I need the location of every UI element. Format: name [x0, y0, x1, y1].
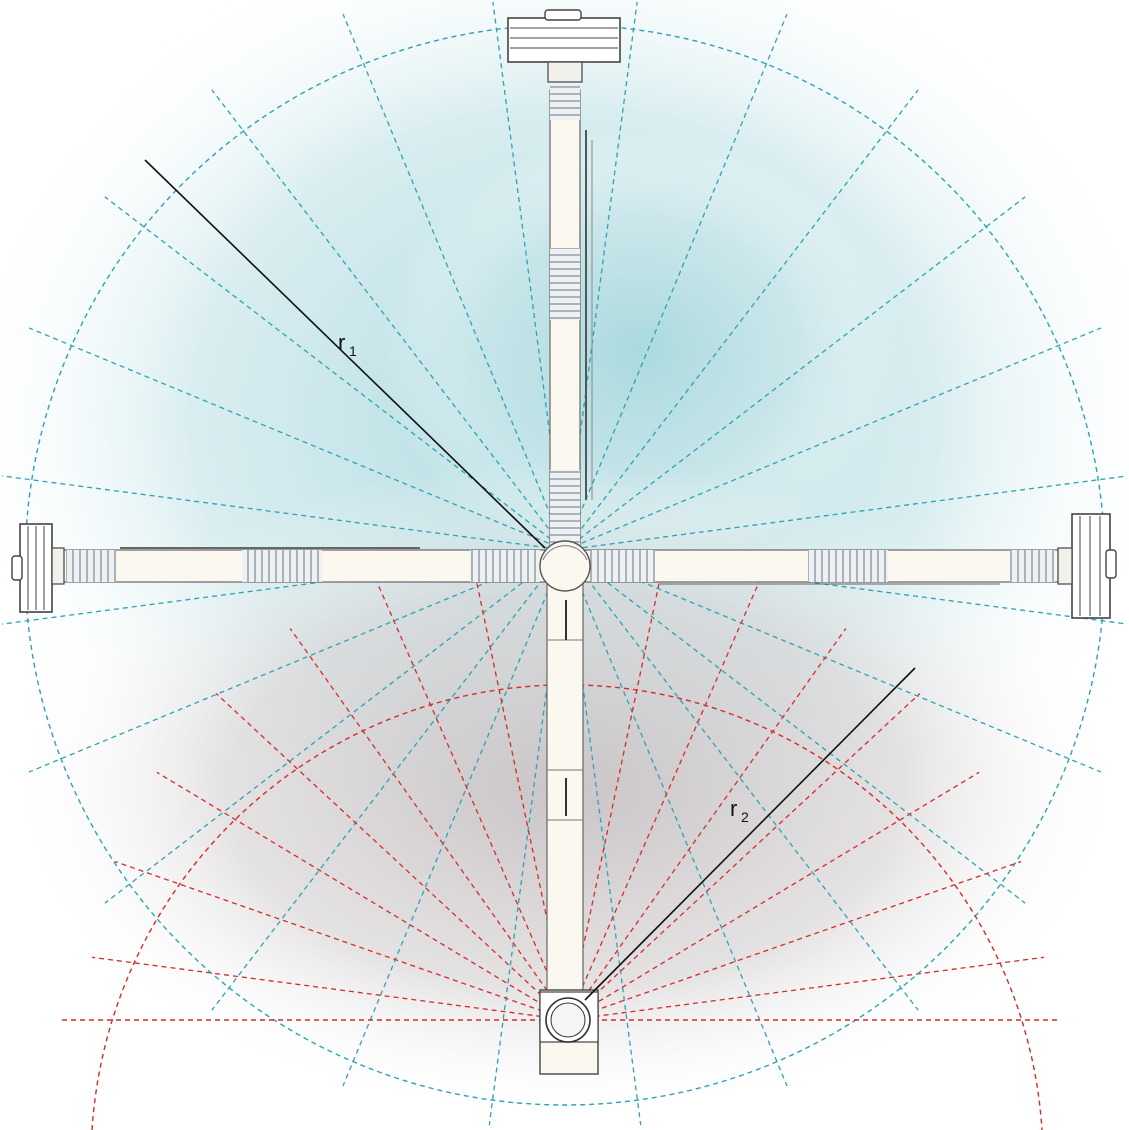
label-r2-main: r [730, 796, 737, 821]
fan-housing-icon [11, 523, 65, 613]
left-bellows-3 [470, 550, 540, 582]
red-dashed-ray [567, 549, 667, 1021]
cyan-dashed-ray [488, 549, 566, 1126]
cyan-dashed-ray [28, 327, 566, 551]
vertical-upper-arm [549, 82, 593, 551]
red-dashed-ray [289, 628, 569, 1021]
red-dashed-ray [92, 956, 569, 1021]
rotary-base-icon [539, 989, 599, 1075]
cyan-dashed-ray [564, 196, 1026, 551]
cyan-dashed-ray [28, 549, 566, 773]
radius-line-r2 [584, 667, 916, 1001]
red-dashed-ray [567, 579, 761, 1021]
red-dashed-ray [156, 771, 569, 1021]
label-r1: r 1 [338, 330, 357, 359]
blue-glow-core [380, 130, 900, 570]
right-bellows-2 [808, 550, 888, 582]
red-dashed-ray [375, 579, 569, 1021]
red-dashed-ray [567, 771, 980, 1021]
label-r1-main: r [338, 330, 345, 355]
left-bellows-2 [242, 550, 322, 582]
label-r2: r 2 [730, 796, 749, 825]
central-joint-icon [539, 540, 591, 592]
red-dashed-ray [567, 693, 921, 1021]
lower-reach-arc [91, 684, 1043, 1130]
cyan-dashed-ray [564, 549, 919, 1011]
red-dashed-ray [114, 860, 569, 1021]
label-r2-sub: 2 [741, 809, 749, 825]
cyan-dashed-ray [211, 89, 566, 551]
cyan-dashed-ray [211, 549, 566, 1011]
red-dashed-ray [469, 549, 569, 1021]
cyan-dashed-ray [564, 89, 919, 551]
lower-dashed-rays [92, 549, 1044, 1021]
cyan-dashed-ray [342, 549, 566, 1087]
cyan-dashed-ray [564, 475, 1128, 551]
cyan-dashed-ray [104, 196, 566, 551]
red-dashed-ray [567, 628, 847, 1021]
vertical-lower-arm [546, 581, 584, 993]
cyan-dashed-ray [342, 13, 566, 551]
cyan-dashed-ray [564, 549, 1102, 773]
red-dashed-ray [215, 693, 569, 1021]
radius-line-r1 [144, 159, 546, 549]
right-bellows-3 [1010, 550, 1055, 582]
upper-bellows-3 [550, 470, 580, 550]
left-bellows-1 [66, 550, 116, 582]
upper-bellows-1 [550, 82, 580, 120]
fan-housing-icon [1057, 513, 1117, 619]
right-bellows-1 [590, 550, 655, 582]
label-r1-sub: 1 [349, 343, 357, 359]
cyan-dashed-ray [564, 327, 1102, 551]
upper-bellows-2 [550, 248, 580, 320]
cyan-dashed-ray [564, 549, 1026, 904]
cyan-dashed-ray [564, 549, 788, 1087]
red-dashed-ray [567, 956, 1044, 1021]
cyan-dashed-ray [1, 475, 566, 551]
cyan-dashed-ray [104, 549, 566, 904]
fan-housing-icon [507, 9, 621, 83]
red-dashed-ray [567, 860, 1022, 1021]
cyan-dashed-ray [564, 13, 788, 551]
cyan-dashed-ray [564, 549, 642, 1126]
